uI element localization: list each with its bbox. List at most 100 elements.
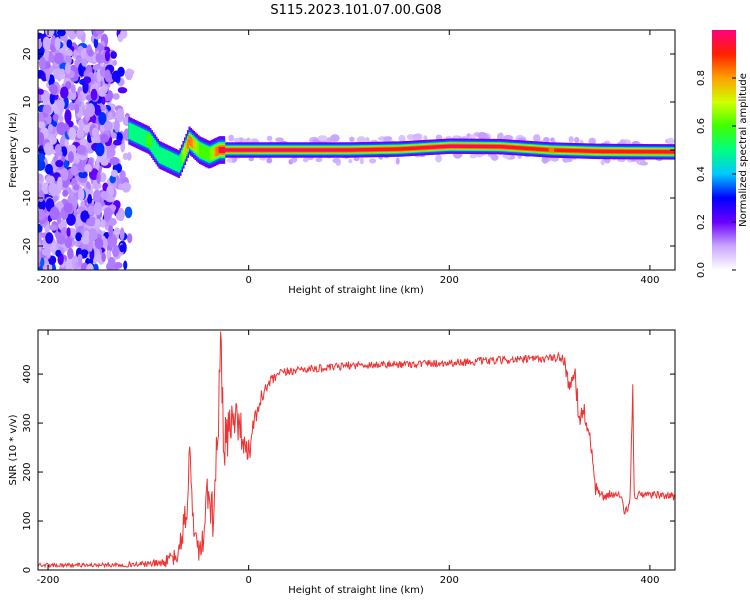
spectrogram-noise-cell	[110, 132, 117, 139]
spectrogram-ridge-cell	[405, 147, 408, 151]
spectrogram-ridge-cell	[271, 148, 274, 152]
spectrogram-ridge-cell	[411, 146, 414, 151]
spectrogram-ridge-cell	[334, 148, 337, 152]
snr-panel: -200 0 200 400 0 100 200 300 400 Height of strai…	[8, 329, 676, 596]
spectrogram-ridge-cell	[558, 148, 561, 152]
snr-series-line	[38, 331, 675, 569]
spectrogram-ridge-cell	[566, 148, 569, 153]
spectrogram-ridge-cell	[298, 148, 301, 152]
spectrogram-noise-cell	[38, 190, 45, 202]
spectrogram-ridge-cell	[191, 138, 194, 149]
snr-axes: -200 0 200 400 0 100 200 300 400	[22, 330, 675, 586]
spectrogram-ridge-cell	[177, 155, 181, 173]
spectrogram-ridge-cell	[310, 148, 313, 152]
spectrogram-ridge-cell	[197, 142, 200, 156]
spectrogram-ridge-cell	[609, 149, 612, 154]
spectrogram-noise-cell	[86, 263, 94, 270]
snr-y-tick-label: 100	[22, 511, 33, 530]
spectrogram-noise-cell	[43, 142, 54, 156]
spectrogram-ridge-cell	[557, 148, 560, 152]
spectrogram-ridge-cell	[420, 146, 423, 150]
spectrogram-ridge-cell	[603, 149, 606, 154]
spectrogram-ridge-cell	[226, 148, 229, 152]
spectrogram-ridge-cell	[396, 147, 399, 151]
spectrogram-ridge-cell	[364, 148, 367, 152]
spectrogram-noise-cell	[104, 69, 111, 83]
spectrogram-ridge-cell	[376, 147, 379, 152]
spectrogram-ridge-cell	[421, 146, 424, 150]
spectrogram-ridge-cell	[173, 153, 176, 171]
spectrogram-ridge-cell	[435, 145, 438, 149]
spectrogram-ridge-cell	[144, 130, 147, 147]
spectrogram-noise-cell	[122, 152, 129, 161]
spectrogram-ridge-cell	[393, 147, 396, 151]
spectrogram-ridge-cell	[277, 148, 280, 152]
spectrogram-ridge-cell	[143, 129, 146, 147]
spectrogram-ridge-cell	[596, 149, 599, 154]
spectrogram-ridge-cell	[555, 148, 558, 152]
spectrogram-ridge-cell	[209, 147, 212, 161]
spectrogram-ridge-cell	[262, 148, 265, 152]
spectrogram-ridge-cell	[200, 144, 203, 158]
spectrogram-ridge-cell	[456, 144, 459, 148]
spectrogram-ridge-cell	[495, 144, 498, 149]
spectrogram-halo-cell	[248, 156, 255, 162]
spectrogram-x-tick-label: 0	[245, 275, 251, 286]
spectrogram-ridge-cell	[176, 155, 179, 172]
spectrogram-noise-cell	[48, 182, 58, 196]
spectrogram-noise-cell	[112, 244, 120, 258]
spectrogram-noise-cell	[38, 198, 46, 211]
spectrogram-noise-cell	[47, 123, 54, 133]
spectrogram-ridge-cell	[648, 150, 652, 154]
spectrogram-ridge-cell	[433, 145, 436, 149]
spectrogram-noise-cell	[41, 248, 50, 256]
spectrogram-ridge-cell	[199, 143, 202, 157]
spectrogram-ridge-cell	[301, 148, 304, 152]
spectrogram-ridge-cell	[585, 149, 588, 153]
spectrogram-ridge-cell	[137, 126, 140, 144]
spectrogram-halo-cell	[667, 137, 675, 145]
spectrogram-ridge-cell	[575, 149, 578, 153]
spectrogram-noise-cell	[60, 136, 65, 147]
spectrogram-ridge-cell	[399, 147, 402, 151]
spectrogram-noise-cell	[62, 189, 69, 197]
spectrogram-ridge-cell	[344, 148, 348, 152]
spectrogram-ridge-cell	[299, 148, 302, 152]
spectrogram-ridge-cell	[430, 145, 433, 149]
spectrogram-ridge-cell	[554, 148, 557, 152]
spectrogram-noise-cell	[68, 151, 74, 163]
spectrogram-ridge-cell	[498, 144, 501, 149]
spectrogram-ridge-cell	[363, 148, 366, 152]
spectrogram-ridge-cell	[582, 149, 585, 153]
spectrogram-noise-cell	[78, 188, 85, 201]
spectrogram-ridge-cell	[423, 145, 426, 150]
spectrogram-ridge-cell	[403, 147, 406, 151]
spectrogram-ridge-cell	[227, 148, 230, 152]
spectrogram-ridge-cell	[256, 148, 259, 152]
spectrogram-ridge-cell	[290, 148, 293, 152]
spectrogram-ridge-cell	[214, 147, 217, 157]
snr-y-tick-label: 300	[22, 414, 33, 433]
spectrogram-noise-cell	[93, 37, 99, 49]
spectrogram-ridge-cell	[471, 144, 474, 149]
colorbar-tick-label: 0.4	[696, 166, 707, 182]
spectrogram-ridge-cell	[241, 148, 244, 152]
spectrogram-ridge-cell	[633, 149, 636, 154]
spectrogram-ridge-cell	[260, 148, 263, 152]
spectrogram-y-tick-label: 0	[22, 147, 33, 153]
spectrogram-ridge-cell	[195, 141, 199, 155]
spectrogram-image	[38, 30, 675, 270]
spectrogram-noise-cell	[56, 176, 63, 191]
spectrogram-ridge-cell	[189, 137, 193, 147]
spectrogram-noise-cell	[100, 133, 109, 143]
spectrogram-ridge-cell	[525, 146, 528, 151]
spectrogram-ridge-cell	[542, 147, 545, 152]
spectrogram-ridge-cell	[484, 144, 488, 149]
spectrogram-ridge-cell	[182, 148, 185, 162]
spectrogram-noise-cell	[38, 159, 46, 171]
spectrogram-noise-cell	[95, 52, 103, 63]
spectrogram-halo-cell	[315, 157, 323, 163]
spectrogram-ridge-cell	[432, 145, 435, 149]
spectrogram-ridge-cell	[513, 145, 516, 150]
